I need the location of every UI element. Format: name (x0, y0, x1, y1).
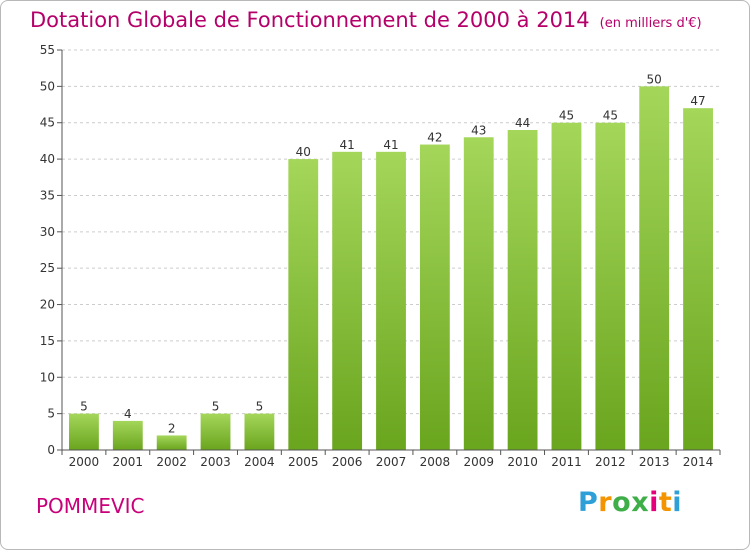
logo-letter: x (631, 487, 650, 518)
data-label: 5 (80, 400, 88, 414)
y-tick-label: 5 (47, 407, 55, 421)
logo-letter: i (649, 487, 659, 518)
x-tick-label: 2005 (288, 455, 319, 469)
data-label: 45 (559, 109, 574, 123)
bar (419, 144, 450, 450)
bar (69, 413, 99, 450)
bar (288, 159, 319, 450)
x-tick-label: 2009 (463, 455, 494, 469)
bar (156, 435, 187, 450)
data-label: 50 (647, 72, 662, 86)
x-tick-label: 2000 (69, 455, 100, 469)
x-tick-label: 2002 (156, 455, 187, 469)
y-tick-label: 20 (40, 298, 55, 312)
bar (200, 413, 231, 450)
logo-letter: t (658, 487, 673, 518)
bar (551, 122, 582, 451)
bar (244, 413, 275, 450)
x-tick-label: 2006 (332, 455, 363, 469)
bar (463, 137, 494, 451)
data-label: 43 (471, 123, 486, 137)
data-label: 5 (212, 400, 220, 414)
chart-title-text: Dotation Globale de Fonctionnement de 20… (30, 8, 590, 32)
x-tick-label: 2008 (420, 455, 451, 469)
y-tick-label: 45 (40, 116, 55, 130)
data-label: 47 (690, 94, 705, 108)
logo-letter: P (578, 487, 599, 518)
bar (507, 130, 538, 450)
logo-letter: r (598, 487, 613, 518)
logo-letter: o (612, 487, 632, 518)
data-label: 2 (168, 421, 176, 435)
data-label: 5 (256, 400, 264, 414)
y-tick-label: 25 (40, 261, 55, 275)
y-tick-label: 40 (40, 152, 55, 166)
chart-subtitle: (en milliers d'€) (599, 16, 702, 31)
bar (683, 108, 713, 450)
bar (639, 86, 670, 450)
data-label: 41 (383, 138, 398, 152)
data-label: 41 (339, 138, 354, 152)
x-tick-label: 2014 (683, 455, 714, 469)
bar (595, 122, 626, 451)
data-label: 45 (603, 109, 618, 123)
data-label: 42 (427, 131, 442, 145)
x-tick-label: 2011 (551, 455, 582, 469)
data-label: 44 (515, 116, 530, 130)
x-tick-label: 2004 (244, 455, 275, 469)
x-tick-label: 2013 (639, 455, 670, 469)
y-tick-label: 55 (40, 43, 55, 57)
x-tick-label: 2003 (200, 455, 231, 469)
chart-title: Dotation Globale de Fonctionnement de 20… (30, 8, 702, 32)
bar (332, 151, 363, 450)
y-tick-label: 30 (40, 225, 55, 239)
data-label: 40 (296, 145, 311, 159)
y-tick-label: 50 (40, 79, 55, 93)
x-tick-label: 2007 (376, 455, 407, 469)
x-tick-label: 2001 (113, 455, 144, 469)
y-tick-label: 10 (40, 370, 55, 384)
data-label: 4 (124, 407, 132, 421)
logo-letter: i (672, 487, 683, 518)
y-tick-label: 15 (40, 334, 55, 348)
x-tick-label: 2010 (507, 455, 538, 469)
commune-name: POMMEVIC (36, 494, 145, 518)
bar (112, 420, 143, 450)
y-tick-label: 35 (40, 188, 55, 202)
bar (376, 151, 406, 450)
proxiti-logo[interactable]: Proxiti (578, 487, 682, 518)
x-tick-label: 2012 (595, 455, 626, 469)
y-tick-label: 0 (47, 443, 55, 457)
